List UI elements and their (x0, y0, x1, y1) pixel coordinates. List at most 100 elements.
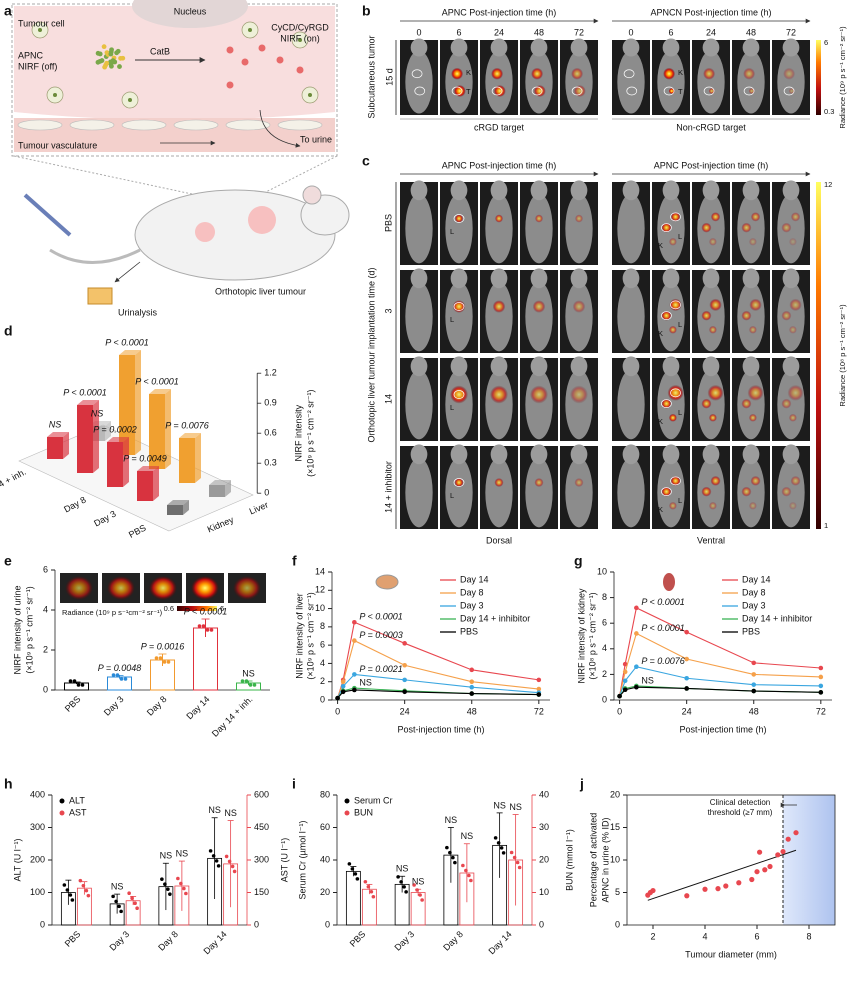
z-tick-label: 0 (264, 488, 269, 498)
nanoparticle (97, 51, 103, 57)
signal (668, 501, 677, 510)
data-dot (467, 873, 471, 878)
vesicle-core (128, 98, 132, 102)
x-tick-label: Day 14 (201, 929, 228, 956)
data-dot (252, 683, 257, 687)
x-tick-label: 48 (467, 706, 477, 716)
data-dot (70, 898, 75, 902)
bar-side (225, 480, 231, 497)
mouse-head (782, 268, 800, 289)
data-dot (493, 836, 498, 840)
data-point (736, 880, 742, 886)
data-dot (119, 909, 123, 914)
data-point (469, 684, 475, 690)
data-dot (160, 877, 164, 881)
data-dot (227, 859, 232, 864)
organ-marker: K (658, 241, 663, 250)
signal (710, 212, 721, 222)
signal (534, 214, 544, 223)
signal (670, 212, 681, 222)
schematic-label: Tumour vasculature (18, 140, 97, 150)
y-tick-label: 100 (30, 887, 45, 897)
mouse-head (490, 180, 508, 201)
legend-label: Day 3 (742, 600, 766, 610)
mouse-image (520, 38, 558, 115)
signal (661, 398, 672, 409)
data-dot (211, 854, 216, 858)
y-axis-unit: (×10⁹ p s⁻¹ cm⁻² sr⁻¹) (24, 586, 34, 673)
mouse-head (450, 268, 468, 289)
signal (708, 501, 717, 510)
mouse-image (400, 180, 438, 265)
y2-tick-label: 600 (254, 789, 269, 799)
mouse-body (617, 50, 645, 114)
z-tick-label: 0.9 (264, 398, 277, 408)
bar-top (149, 389, 171, 394)
y2-axis-title: AST (U l⁻¹) (279, 838, 289, 883)
data-point (818, 683, 824, 689)
data-point (634, 664, 639, 670)
annotation: P < 0.0001 (63, 387, 106, 397)
signal (574, 214, 584, 223)
bar (119, 355, 135, 455)
signal (670, 475, 681, 486)
signal (708, 237, 717, 246)
organ-marker: K (466, 68, 471, 77)
annotation: NS (49, 419, 62, 429)
bar (179, 438, 195, 483)
y-axis-title: NIRF intensity of kidney (576, 588, 586, 684)
signal (573, 85, 586, 97)
mouse-image (440, 180, 478, 265)
legend-label: Day 3 (460, 600, 484, 610)
signal (781, 222, 792, 233)
organ-marker: L (450, 227, 454, 236)
mouse-head (782, 38, 800, 57)
y2-tick-label: 150 (254, 887, 269, 897)
annotation: NS (445, 815, 458, 825)
data-point (757, 849, 763, 855)
signal (743, 67, 756, 80)
legend-label: PBS (460, 626, 478, 636)
organ-marker: L (678, 496, 682, 505)
group-label: cRGD target (474, 122, 525, 132)
mouse-head (570, 444, 588, 465)
mouse-head (622, 356, 640, 377)
data-dot (499, 846, 504, 850)
colorbar (816, 40, 821, 115)
data-point (751, 672, 757, 677)
organ-marker: L (678, 320, 682, 329)
mouse-image (652, 356, 690, 441)
nanoparticle (104, 60, 110, 66)
colorbar-min: 0.3 (824, 107, 834, 116)
bar-top (209, 480, 231, 485)
mouse-image (440, 356, 478, 441)
signal (781, 398, 792, 409)
y-tick-label: 10 (610, 854, 620, 864)
signal (749, 298, 762, 312)
signal (788, 413, 797, 422)
axis-header: APNC Post-injection time (h) (442, 160, 557, 170)
data-point (684, 893, 690, 899)
data-dot (404, 890, 408, 894)
mouse-head (702, 268, 720, 289)
data-point (684, 675, 689, 681)
legend-label: BUN (354, 807, 373, 817)
mouse-body (525, 369, 553, 440)
data-dot (509, 850, 514, 855)
y-tick-label: 8 (602, 592, 607, 602)
mouse-body (485, 281, 513, 352)
x-tick-label: Day 8 (156, 929, 180, 953)
mouse-head (450, 356, 468, 377)
mouse-body (565, 457, 593, 528)
mouse-image (692, 38, 730, 115)
mouse-body (445, 50, 473, 114)
mouse-head (782, 180, 800, 201)
nanoparticle (108, 59, 113, 65)
y-tick-label: 0 (325, 919, 330, 929)
data-point (340, 689, 346, 695)
mouse-head (410, 444, 428, 465)
colorbar (177, 606, 217, 611)
mouse-body (657, 50, 685, 114)
